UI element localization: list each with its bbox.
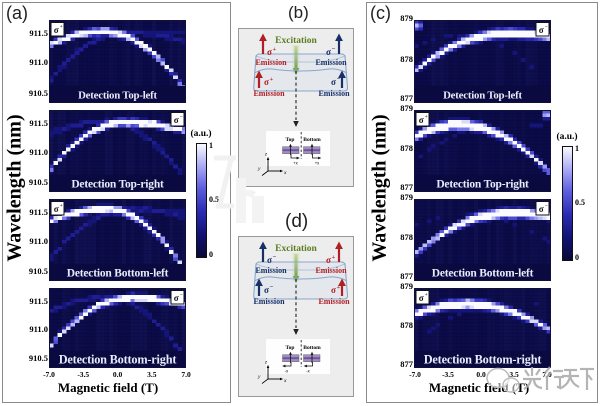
svg-text:-x: -x bbox=[285, 369, 289, 374]
svg-text:σ: σ bbox=[174, 115, 179, 125]
svg-text:σ: σ bbox=[54, 204, 59, 214]
svg-text:Emission: Emission bbox=[315, 58, 347, 67]
svg-text:σ: σ bbox=[54, 25, 59, 35]
svg-text:σ: σ bbox=[539, 204, 544, 214]
svg-text:σ: σ bbox=[267, 255, 272, 265]
svg-text:Detection Bottom-left: Detection Bottom-left bbox=[432, 268, 534, 280]
svg-text:−: − bbox=[545, 203, 548, 209]
svg-text:σ: σ bbox=[539, 25, 544, 35]
svg-text:Detection Top-left: Detection Top-left bbox=[78, 90, 157, 102]
svg-text:+: + bbox=[60, 203, 63, 209]
svg-text:Emission: Emission bbox=[255, 58, 287, 67]
svg-text:σ: σ bbox=[174, 293, 179, 303]
svg-text:Detection Bottom-left: Detection Bottom-left bbox=[67, 268, 169, 280]
svg-text:+: + bbox=[273, 46, 277, 53]
svg-text:Bottom: Bottom bbox=[303, 137, 321, 143]
svg-text:σ: σ bbox=[419, 115, 424, 125]
svg-text:Excitation: Excitation bbox=[275, 36, 317, 46]
svg-text:x: x bbox=[283, 170, 287, 176]
svg-text:y: y bbox=[257, 374, 261, 380]
svg-text:−: − bbox=[180, 292, 183, 298]
svg-text:+: + bbox=[270, 76, 274, 83]
svg-text:σ: σ bbox=[326, 47, 331, 57]
svg-text:Emission: Emission bbox=[255, 266, 287, 275]
svg-text:Detection Bottom-right: Detection Bottom-right bbox=[424, 353, 543, 367]
svg-text:+x: +x bbox=[315, 161, 320, 166]
svg-text:σ: σ bbox=[264, 285, 269, 295]
svg-text:Detection Top-right: Detection Top-right bbox=[436, 179, 529, 191]
svg-text:y: y bbox=[257, 166, 261, 172]
svg-text:z: z bbox=[264, 152, 268, 158]
svg-text:-x: -x bbox=[306, 369, 310, 374]
svg-text:+: + bbox=[60, 24, 63, 30]
svg-text:z: z bbox=[264, 360, 268, 366]
svg-text:Detection Bottom-right: Detection Bottom-right bbox=[59, 353, 178, 367]
svg-text:Detection Top-left: Detection Top-left bbox=[443, 90, 522, 102]
svg-text:Emission: Emission bbox=[253, 297, 285, 306]
svg-text:−: − bbox=[273, 254, 277, 261]
svg-text:+: + bbox=[332, 254, 336, 261]
svg-text:σ: σ bbox=[264, 77, 269, 87]
svg-text:x: x bbox=[283, 378, 287, 384]
svg-text:−: − bbox=[337, 76, 341, 83]
svg-text:σ: σ bbox=[331, 77, 336, 87]
svg-text:Top: Top bbox=[286, 345, 295, 351]
svg-text:Emission: Emission bbox=[318, 297, 350, 306]
svg-text:+x: +x bbox=[293, 161, 298, 166]
svg-text:+: + bbox=[425, 114, 428, 120]
svg-text:Top: Top bbox=[286, 137, 295, 143]
svg-text:Detection Top-right: Detection Top-right bbox=[71, 179, 164, 191]
svg-text:σ: σ bbox=[267, 47, 272, 57]
svg-text:−: − bbox=[180, 114, 183, 120]
svg-text:σ: σ bbox=[326, 255, 331, 265]
svg-text:Emission: Emission bbox=[318, 89, 350, 98]
svg-text:σ: σ bbox=[419, 293, 424, 303]
svg-text:Excitation: Excitation bbox=[275, 244, 317, 254]
svg-text:−: − bbox=[270, 284, 274, 291]
svg-text:−: − bbox=[545, 24, 548, 30]
svg-text:Bottom: Bottom bbox=[303, 345, 321, 351]
svg-text:+: + bbox=[425, 292, 428, 298]
svg-text:−: − bbox=[332, 46, 336, 53]
svg-text:Emission: Emission bbox=[253, 89, 285, 98]
svg-text:+: + bbox=[337, 284, 341, 291]
svg-text:σ: σ bbox=[331, 285, 336, 295]
svg-text:Emission: Emission bbox=[315, 266, 347, 275]
